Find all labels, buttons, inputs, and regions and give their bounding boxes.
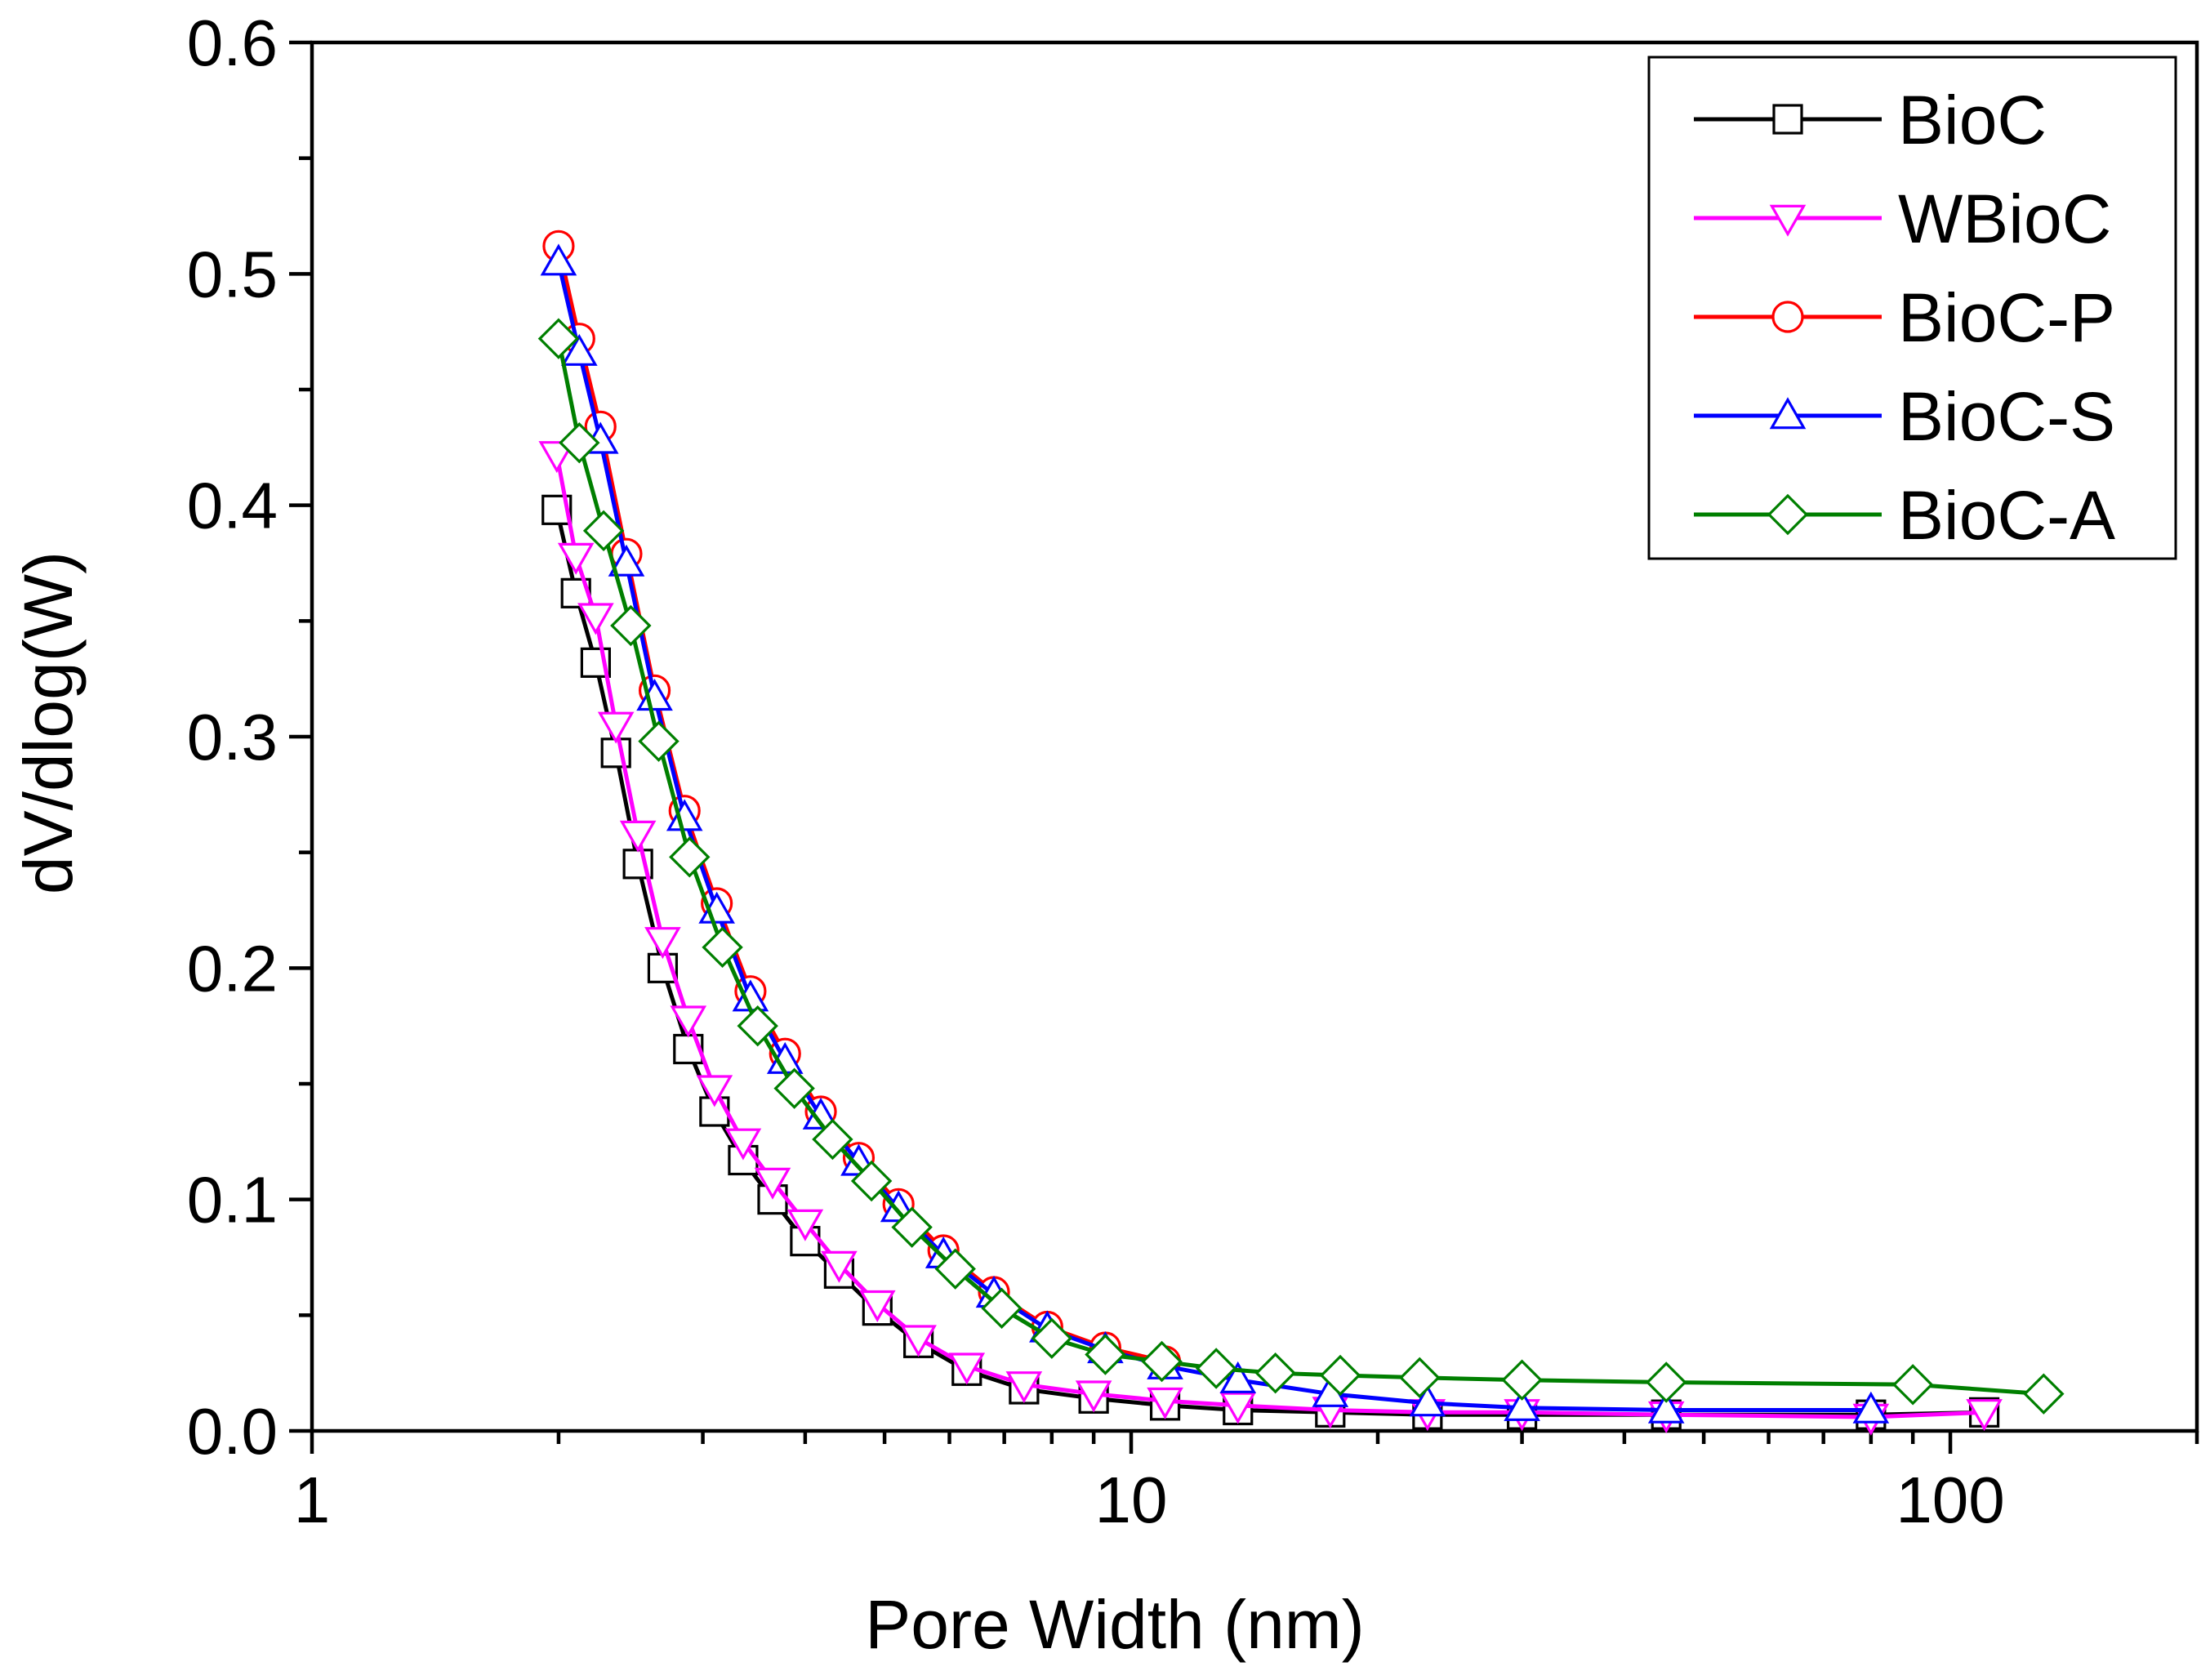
- y-tick-label: 0.0: [187, 1395, 278, 1468]
- series-bioc-a: [537, 318, 2065, 1415]
- y-tick-label: 0.6: [187, 7, 278, 79]
- legend: BioC WBioC BioC-P BioC-S BioC-A: [1647, 56, 2177, 560]
- data-point: [540, 243, 577, 276]
- legend-box: [1647, 56, 2177, 560]
- data-point: [644, 927, 681, 960]
- data-point: [1254, 1352, 1296, 1394]
- legend-marker: [1769, 204, 1807, 237]
- series-line: [555, 453, 1985, 1419]
- data-point: [702, 926, 743, 969]
- plot-series: [537, 229, 2065, 1436]
- data-point: [638, 720, 679, 762]
- data-point: [1075, 1380, 1112, 1413]
- legend-marker: [1772, 104, 1803, 135]
- data-point: [608, 544, 645, 577]
- data-point: [1219, 1392, 1257, 1424]
- data-point: [619, 820, 657, 853]
- data-point: [786, 1209, 824, 1241]
- data-point: [670, 1005, 707, 1038]
- data-point: [1031, 1317, 1073, 1359]
- x-axis-title: Pore Width (nm): [865, 1586, 1364, 1663]
- data-point: [1195, 1348, 1237, 1389]
- data-point: [1219, 1361, 1257, 1393]
- data-point: [948, 1352, 986, 1385]
- legend-label: BioC-P: [1898, 279, 2115, 356]
- y-tick-label: 0.2: [187, 932, 278, 1005]
- y-axis-title: dV/dlog(W): [10, 551, 87, 894]
- legend-label: WBioC: [1898, 180, 2111, 257]
- axes: 0.0 0.1 0.2 0.3 0.4 0.5 0.6 1 10 100: [187, 7, 2199, 1536]
- data-point: [696, 1075, 733, 1107]
- data-point: [1141, 1340, 1183, 1383]
- data-point: [1646, 1361, 1687, 1403]
- legend-marker: [1767, 493, 1809, 536]
- series-wbioc: [538, 441, 2003, 1436]
- y-tick-label: 0.1: [187, 1164, 278, 1237]
- data-point: [559, 421, 600, 464]
- data-point: [561, 333, 598, 366]
- data-point: [754, 1167, 791, 1200]
- data-point: [1085, 1334, 1126, 1375]
- data-point: [858, 1290, 896, 1322]
- legend-label: BioC-S: [1898, 378, 2115, 455]
- data-point: [557, 542, 595, 575]
- data-point: [1319, 1354, 1361, 1397]
- data-point: [821, 1250, 858, 1283]
- data-point: [597, 711, 635, 744]
- data-point: [1005, 1371, 1043, 1404]
- data-point: [812, 1118, 853, 1161]
- legend-entry: BioC-P: [1694, 279, 2115, 356]
- legend-entry: BioC-A: [1694, 477, 2115, 554]
- data-point: [724, 1128, 762, 1161]
- data-point: [891, 1206, 933, 1248]
- legend-entry: BioC: [1694, 82, 2047, 158]
- data-point: [737, 1005, 778, 1047]
- series-line: [555, 509, 1985, 1417]
- legend-marker: [1771, 301, 1804, 333]
- data-point: [577, 603, 614, 635]
- data-point: [981, 1287, 1023, 1330]
- data-point: [934, 1248, 976, 1290]
- data-point: [1147, 1387, 1183, 1419]
- legend-entry: BioC-S: [1694, 378, 2115, 455]
- x-tick-label: 10: [1095, 1464, 1168, 1536]
- data-point: [1501, 1359, 1543, 1401]
- data-point: [669, 836, 711, 878]
- data-point: [582, 510, 625, 552]
- data-point: [538, 441, 576, 474]
- data-point: [541, 494, 573, 525]
- series-bioc-p: [542, 229, 1182, 1378]
- data-point: [537, 318, 580, 359]
- x-tick-label: 100: [1896, 1464, 2004, 1536]
- data-point: [773, 1067, 815, 1109]
- legend-marker: [1769, 397, 1807, 430]
- series-bioc: [541, 494, 2000, 1430]
- data-point: [2023, 1373, 2065, 1415]
- legend-label: BioC-A: [1898, 477, 2115, 554]
- data-point: [1966, 1399, 2003, 1432]
- y-tick-label: 0.3: [187, 701, 278, 773]
- data-point: [1409, 1384, 1446, 1417]
- y-tick-label: 0.4: [187, 470, 278, 542]
- legend-entry: WBioC: [1694, 180, 2111, 257]
- data-point: [610, 604, 652, 647]
- data-point: [1399, 1357, 1441, 1399]
- legend-label: BioC: [1898, 82, 2047, 158]
- data-point: [1891, 1364, 1934, 1406]
- data-point: [1504, 1388, 1540, 1421]
- data-point: [1647, 1391, 1685, 1424]
- data-point: [1852, 1391, 1890, 1424]
- series-line: [556, 245, 1166, 1364]
- x-tick-label: 1: [294, 1464, 331, 1536]
- data-point: [850, 1160, 893, 1202]
- y-tick-label: 0.5: [187, 238, 278, 310]
- data-point: [900, 1325, 937, 1357]
